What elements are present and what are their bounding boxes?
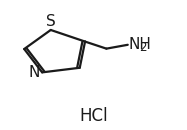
Text: NH: NH [129,37,151,52]
Text: N: N [29,65,40,80]
Text: S: S [46,14,56,29]
Text: 2: 2 [140,41,147,54]
Text: HCl: HCl [79,107,108,125]
